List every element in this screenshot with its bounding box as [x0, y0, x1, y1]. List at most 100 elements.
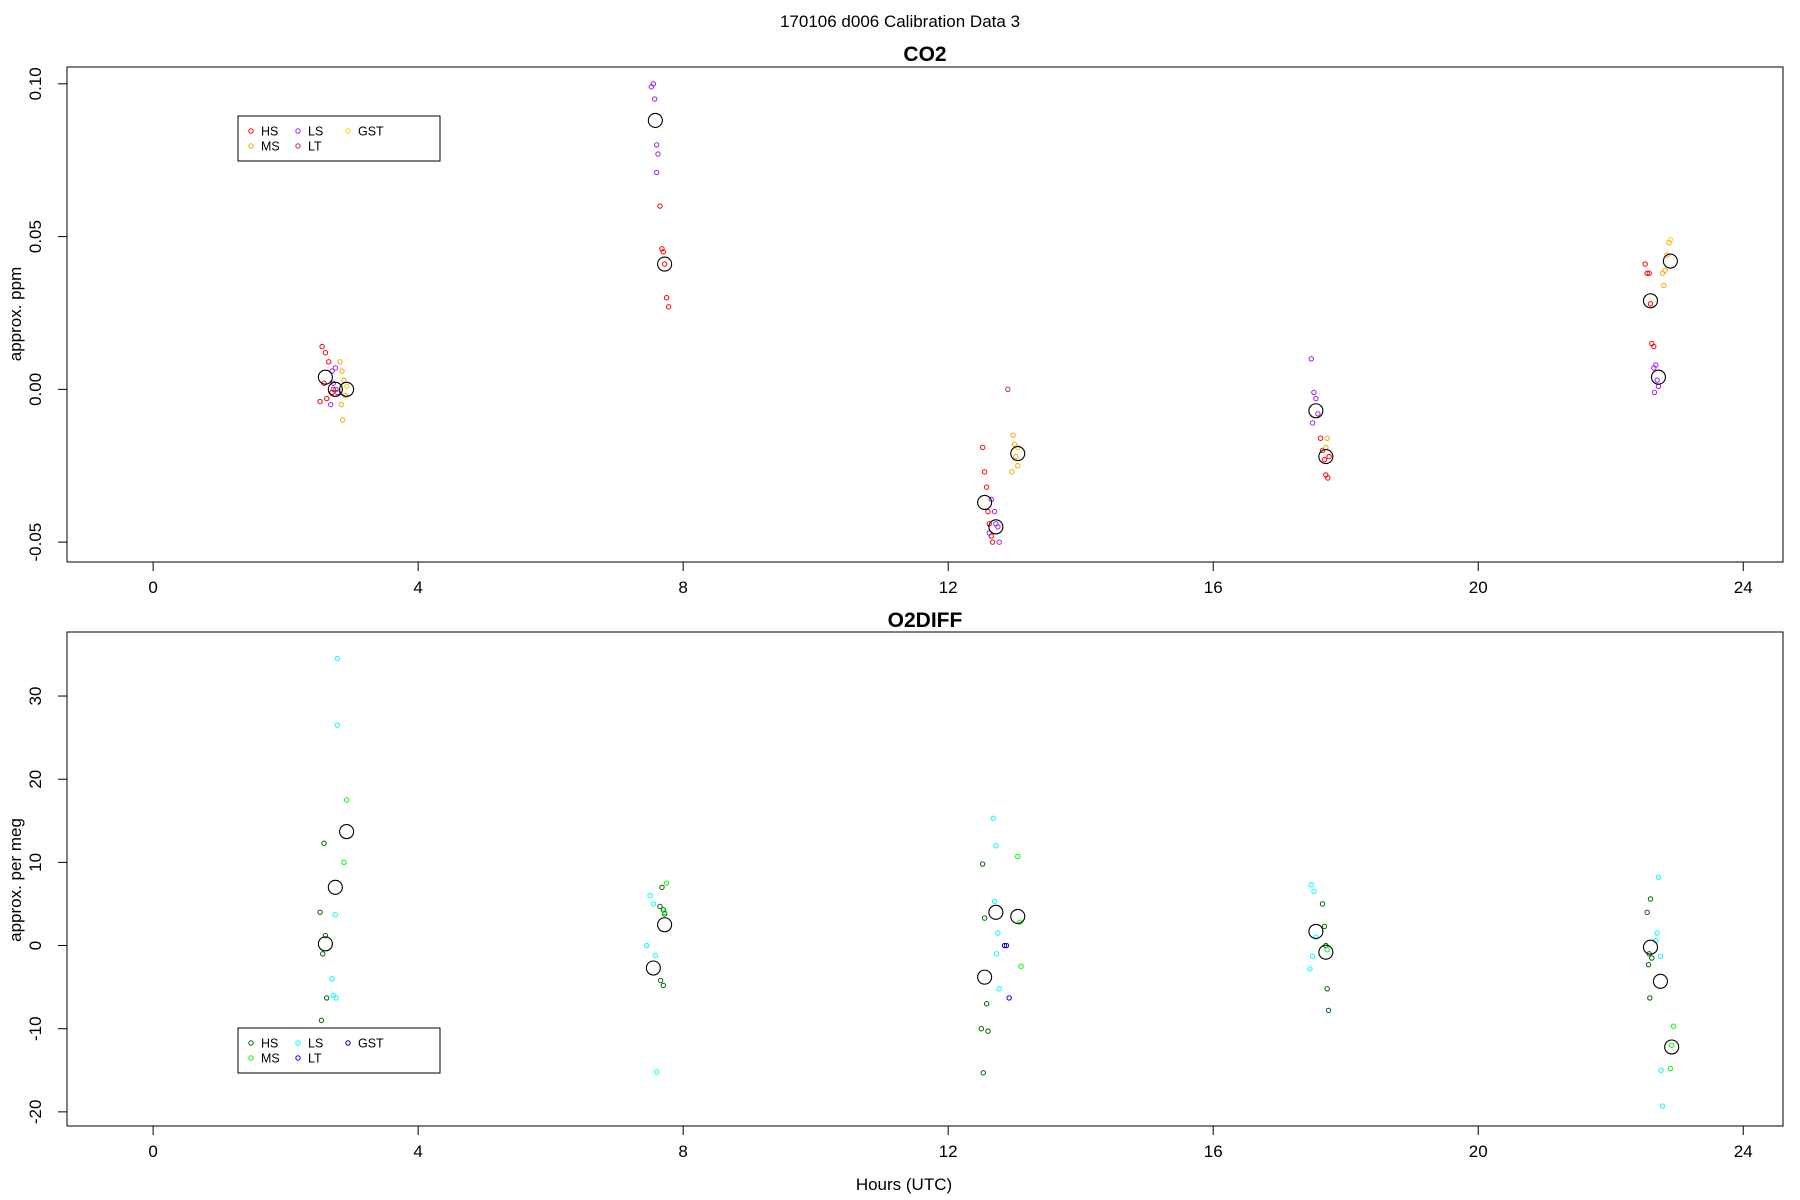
co2-point-ms: [1659, 270, 1666, 276]
o2diff-point-ls: [1308, 882, 1314, 888]
co2-y-tick-label: 0.05: [26, 220, 45, 253]
co2-legend-marker-ls: [295, 128, 301, 134]
co2-point-gst: [343, 383, 350, 390]
co2-point-hs: [983, 484, 990, 490]
co2-x-tick-label: 24: [1734, 578, 1753, 597]
co2-point-ls: [1308, 356, 1314, 362]
o2diff-point-hs: [321, 840, 327, 846]
co2-point-mean: [339, 381, 355, 397]
o2diff-point-ls: [647, 892, 653, 899]
x-axis-title: Hours (UTC): [856, 1175, 952, 1194]
o2diff-point-ls: [330, 992, 337, 999]
co2-point-ls: [995, 524, 1001, 530]
o2diff-y-tick-label: -10: [26, 1016, 45, 1041]
o2diff-point-ls: [996, 986, 1002, 992]
co2-point-hs: [1642, 261, 1648, 267]
co2-point-lt: [333, 386, 339, 393]
o2diff-point-hs: [983, 1001, 990, 1007]
co2-point-mean: [327, 381, 343, 397]
o2diff-point-lt: [1006, 995, 1012, 1001]
co2-x-tick-label: 8: [678, 578, 687, 597]
o2diff-point-ms: [1670, 1023, 1677, 1029]
o2diff-point-ms: [343, 797, 350, 803]
co2-x-tick-label: 16: [1204, 578, 1223, 597]
o2diff-point-ms: [1018, 963, 1024, 970]
co2-point-gst: [1667, 236, 1674, 243]
co2-point-ls: [650, 81, 657, 87]
o2diff-panel: O2DIFF 0 4 8 12 16 20 24 -20 -10 0 10 20 30 approx.…: [6, 609, 1784, 1161]
co2-point-mean: [977, 494, 993, 510]
co2-point-ls: [996, 539, 1002, 545]
co2-point-ms: [1009, 469, 1015, 475]
o2diff-point-ms: [1667, 1065, 1674, 1072]
co2-point-hs: [1321, 456, 1328, 463]
o2diff-legend-label-lt: LT: [308, 1052, 322, 1066]
o2diff-point-ls: [1307, 966, 1313, 972]
co2-point-ms: [1010, 432, 1016, 438]
o2diff-point-ls: [332, 912, 339, 918]
co2-point-hs: [1326, 453, 1332, 460]
co2-point-ms: [1662, 267, 1668, 273]
o2diff-point-hs: [1645, 961, 1652, 968]
co2-point-lt: [1005, 386, 1011, 393]
co2-point-hs: [663, 294, 670, 301]
o2diff-point-ls: [990, 815, 996, 821]
co2-x-tick-label: 0: [148, 578, 157, 597]
co2-point-ls: [653, 142, 660, 148]
o2diff-point-mean: [317, 936, 333, 952]
o2diff-point-hs: [324, 995, 330, 1001]
o2diff-point-mean: [988, 904, 1004, 920]
co2-y-tick-label: 0.10: [26, 67, 45, 100]
o2diff-point-ls: [334, 722, 341, 728]
co2-point-hs: [1647, 301, 1654, 307]
o2diff-point-ls: [1659, 1103, 1666, 1109]
o2diff-point-ls: [1309, 953, 1316, 960]
co2-point-mean: [1308, 403, 1324, 419]
co2-point-ls: [332, 365, 339, 371]
co2-point-hs: [665, 304, 672, 310]
co2-legend-marker-gst: [345, 128, 351, 134]
o2diff-point-mean: [1318, 944, 1334, 960]
o2diff-point-ls: [1655, 874, 1662, 881]
co2-point-ls: [1309, 420, 1316, 426]
o2diff-x-tick-label: 0: [148, 1142, 157, 1161]
o2diff-legend-marker-ls: [295, 1040, 301, 1046]
o2diff-point-hs: [1647, 896, 1654, 902]
co2-point-hs: [324, 395, 330, 402]
co2-point-ls: [655, 151, 661, 157]
o2diff-x-tick-label: 4: [413, 1142, 422, 1161]
co2-legend-label-lt: LT: [308, 140, 322, 154]
o2diff-point-mean: [657, 917, 673, 933]
co2-legend-label-hs: HS: [261, 125, 278, 139]
o2diff-point-hs: [978, 1026, 985, 1032]
o2diff-point-hs: [660, 982, 666, 989]
o2diff-legend-label-gst: GST: [358, 1037, 384, 1051]
co2-legend-marker-hs: [248, 128, 254, 134]
o2diff-point-ls: [333, 995, 339, 1001]
o2diff-point-hs: [1319, 901, 1326, 907]
o2diff-point-ls: [1657, 953, 1664, 960]
o2diff-point-hs: [322, 932, 329, 939]
co2-point-hs: [985, 508, 991, 515]
co2-point-hs: [319, 343, 325, 350]
co2-point-hs: [661, 261, 668, 267]
co2-point-ms: [338, 401, 344, 408]
o2diff-y-axis: -20 -10 0 10 20 30: [26, 687, 68, 1124]
co2-point-hs: [657, 203, 663, 209]
o2diff-point-mean: [645, 960, 661, 976]
co2-point-ls: [991, 508, 998, 515]
o2diff-point-hs: [981, 915, 988, 921]
co2-point-ls: [1653, 362, 1659, 368]
co2-point-mean: [1010, 445, 1026, 462]
o2diff-legend-marker-gst: [345, 1040, 351, 1046]
co2-point-ms: [337, 359, 343, 365]
o2diff-legend-label-ls: LS: [308, 1037, 323, 1051]
o2diff-legend-label-ms: MS: [261, 1052, 280, 1066]
o2diff-point-mean: [1664, 1039, 1680, 1055]
o2diff-point-ls: [1311, 888, 1317, 895]
o2diff-point-ls: [991, 898, 998, 905]
co2-point-hs: [1651, 343, 1657, 350]
co2-x-tick-label: 20: [1469, 578, 1488, 597]
